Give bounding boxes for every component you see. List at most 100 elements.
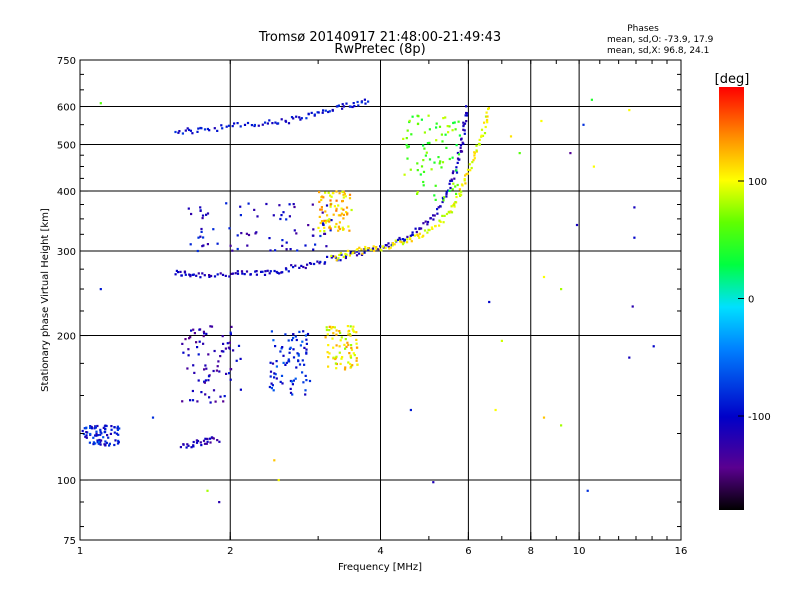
data-point: [358, 252, 361, 255]
data-point: [272, 214, 275, 217]
data-point: [89, 425, 92, 428]
data-point: [201, 217, 204, 220]
data-point: [364, 102, 367, 105]
data-point: [98, 440, 101, 443]
data-point: [304, 244, 307, 247]
data-point: [186, 443, 189, 446]
chart-title: Tromsø 20140917 21:48:00-21:49:43: [258, 30, 501, 45]
data-point: [332, 332, 335, 335]
data-point: [224, 347, 227, 350]
data-point: [438, 162, 441, 165]
data-point: [294, 264, 297, 267]
data-point: [334, 255, 337, 258]
data-point: [409, 234, 412, 237]
x-tick-label: 2: [227, 546, 233, 557]
data-point: [441, 196, 444, 199]
data-point: [99, 428, 102, 431]
data-point: [424, 154, 427, 157]
data-point: [275, 365, 278, 368]
data-point: [239, 357, 242, 360]
data-point: [304, 374, 307, 377]
data-point: [328, 329, 331, 332]
data-point: [302, 381, 305, 384]
data-point: [418, 236, 421, 239]
data-point: [329, 205, 332, 208]
data-point: [227, 346, 230, 349]
data-point: [363, 251, 366, 254]
colorbar-tick-label: 0: [748, 295, 754, 306]
data-point: [330, 327, 333, 330]
data-point: [96, 439, 99, 442]
data-point: [312, 248, 315, 251]
data-point: [202, 439, 206, 442]
data-point: [432, 218, 435, 221]
data-point: [196, 439, 200, 443]
data-point: [250, 124, 253, 127]
data-point: [332, 356, 335, 359]
data-point: [320, 220, 324, 223]
data-point: [177, 271, 180, 274]
data-point: [292, 379, 295, 382]
data-point: [254, 232, 257, 235]
data-point: [93, 427, 96, 430]
data-point: [189, 399, 192, 402]
data-point: [281, 244, 284, 247]
data-point: [344, 347, 347, 350]
data-point: [418, 232, 421, 235]
data-point: [319, 260, 322, 263]
data-point: [179, 270, 182, 273]
data-point: [398, 236, 401, 240]
data-point: [221, 273, 225, 276]
data-point: [437, 156, 440, 159]
data-point: [329, 229, 332, 232]
data-point: [355, 342, 358, 345]
data-point: [406, 129, 409, 132]
data-point: [460, 137, 463, 140]
data-point: [304, 334, 307, 337]
data-point: [441, 200, 444, 204]
data-point: [113, 443, 116, 447]
data-point: [191, 399, 195, 402]
data-point: [460, 150, 464, 153]
data-point: [449, 210, 452, 213]
data-point: [459, 146, 462, 149]
data-point: [339, 252, 342, 255]
data-point: [254, 270, 257, 273]
data-point: [307, 224, 310, 227]
data-point: [239, 388, 242, 391]
data-point: [370, 248, 373, 251]
data-point: [211, 436, 214, 439]
data-point: [206, 212, 210, 215]
data-point: [473, 151, 476, 154]
data-point: [355, 338, 358, 341]
data-point: [449, 179, 452, 182]
colorbar-tick-label: -100: [748, 412, 771, 423]
data-point: [484, 125, 487, 129]
data-point: [255, 270, 258, 273]
grid-lines: [80, 60, 681, 540]
data-point: [387, 245, 390, 248]
data-point: [277, 122, 280, 125]
data-point: [349, 325, 352, 328]
data-point: [337, 214, 340, 217]
data-point: [352, 352, 355, 355]
data-point: [293, 205, 296, 209]
data-point: [346, 325, 349, 328]
data-point: [305, 348, 308, 351]
data-point: [117, 439, 120, 442]
data-point: [188, 128, 191, 131]
data-point: [203, 381, 206, 384]
data-point: [204, 364, 207, 367]
data-point: [367, 247, 370, 250]
data-point: [204, 379, 207, 382]
data-point: [338, 345, 341, 348]
data-point: [253, 208, 256, 211]
data-point: [423, 131, 426, 134]
data-point: [94, 442, 97, 445]
data-point: [235, 359, 238, 362]
data-point: [219, 272, 222, 275]
data-point: [339, 259, 342, 262]
data-point: [456, 157, 460, 160]
data-point: [351, 328, 354, 331]
data-point: [330, 219, 333, 222]
